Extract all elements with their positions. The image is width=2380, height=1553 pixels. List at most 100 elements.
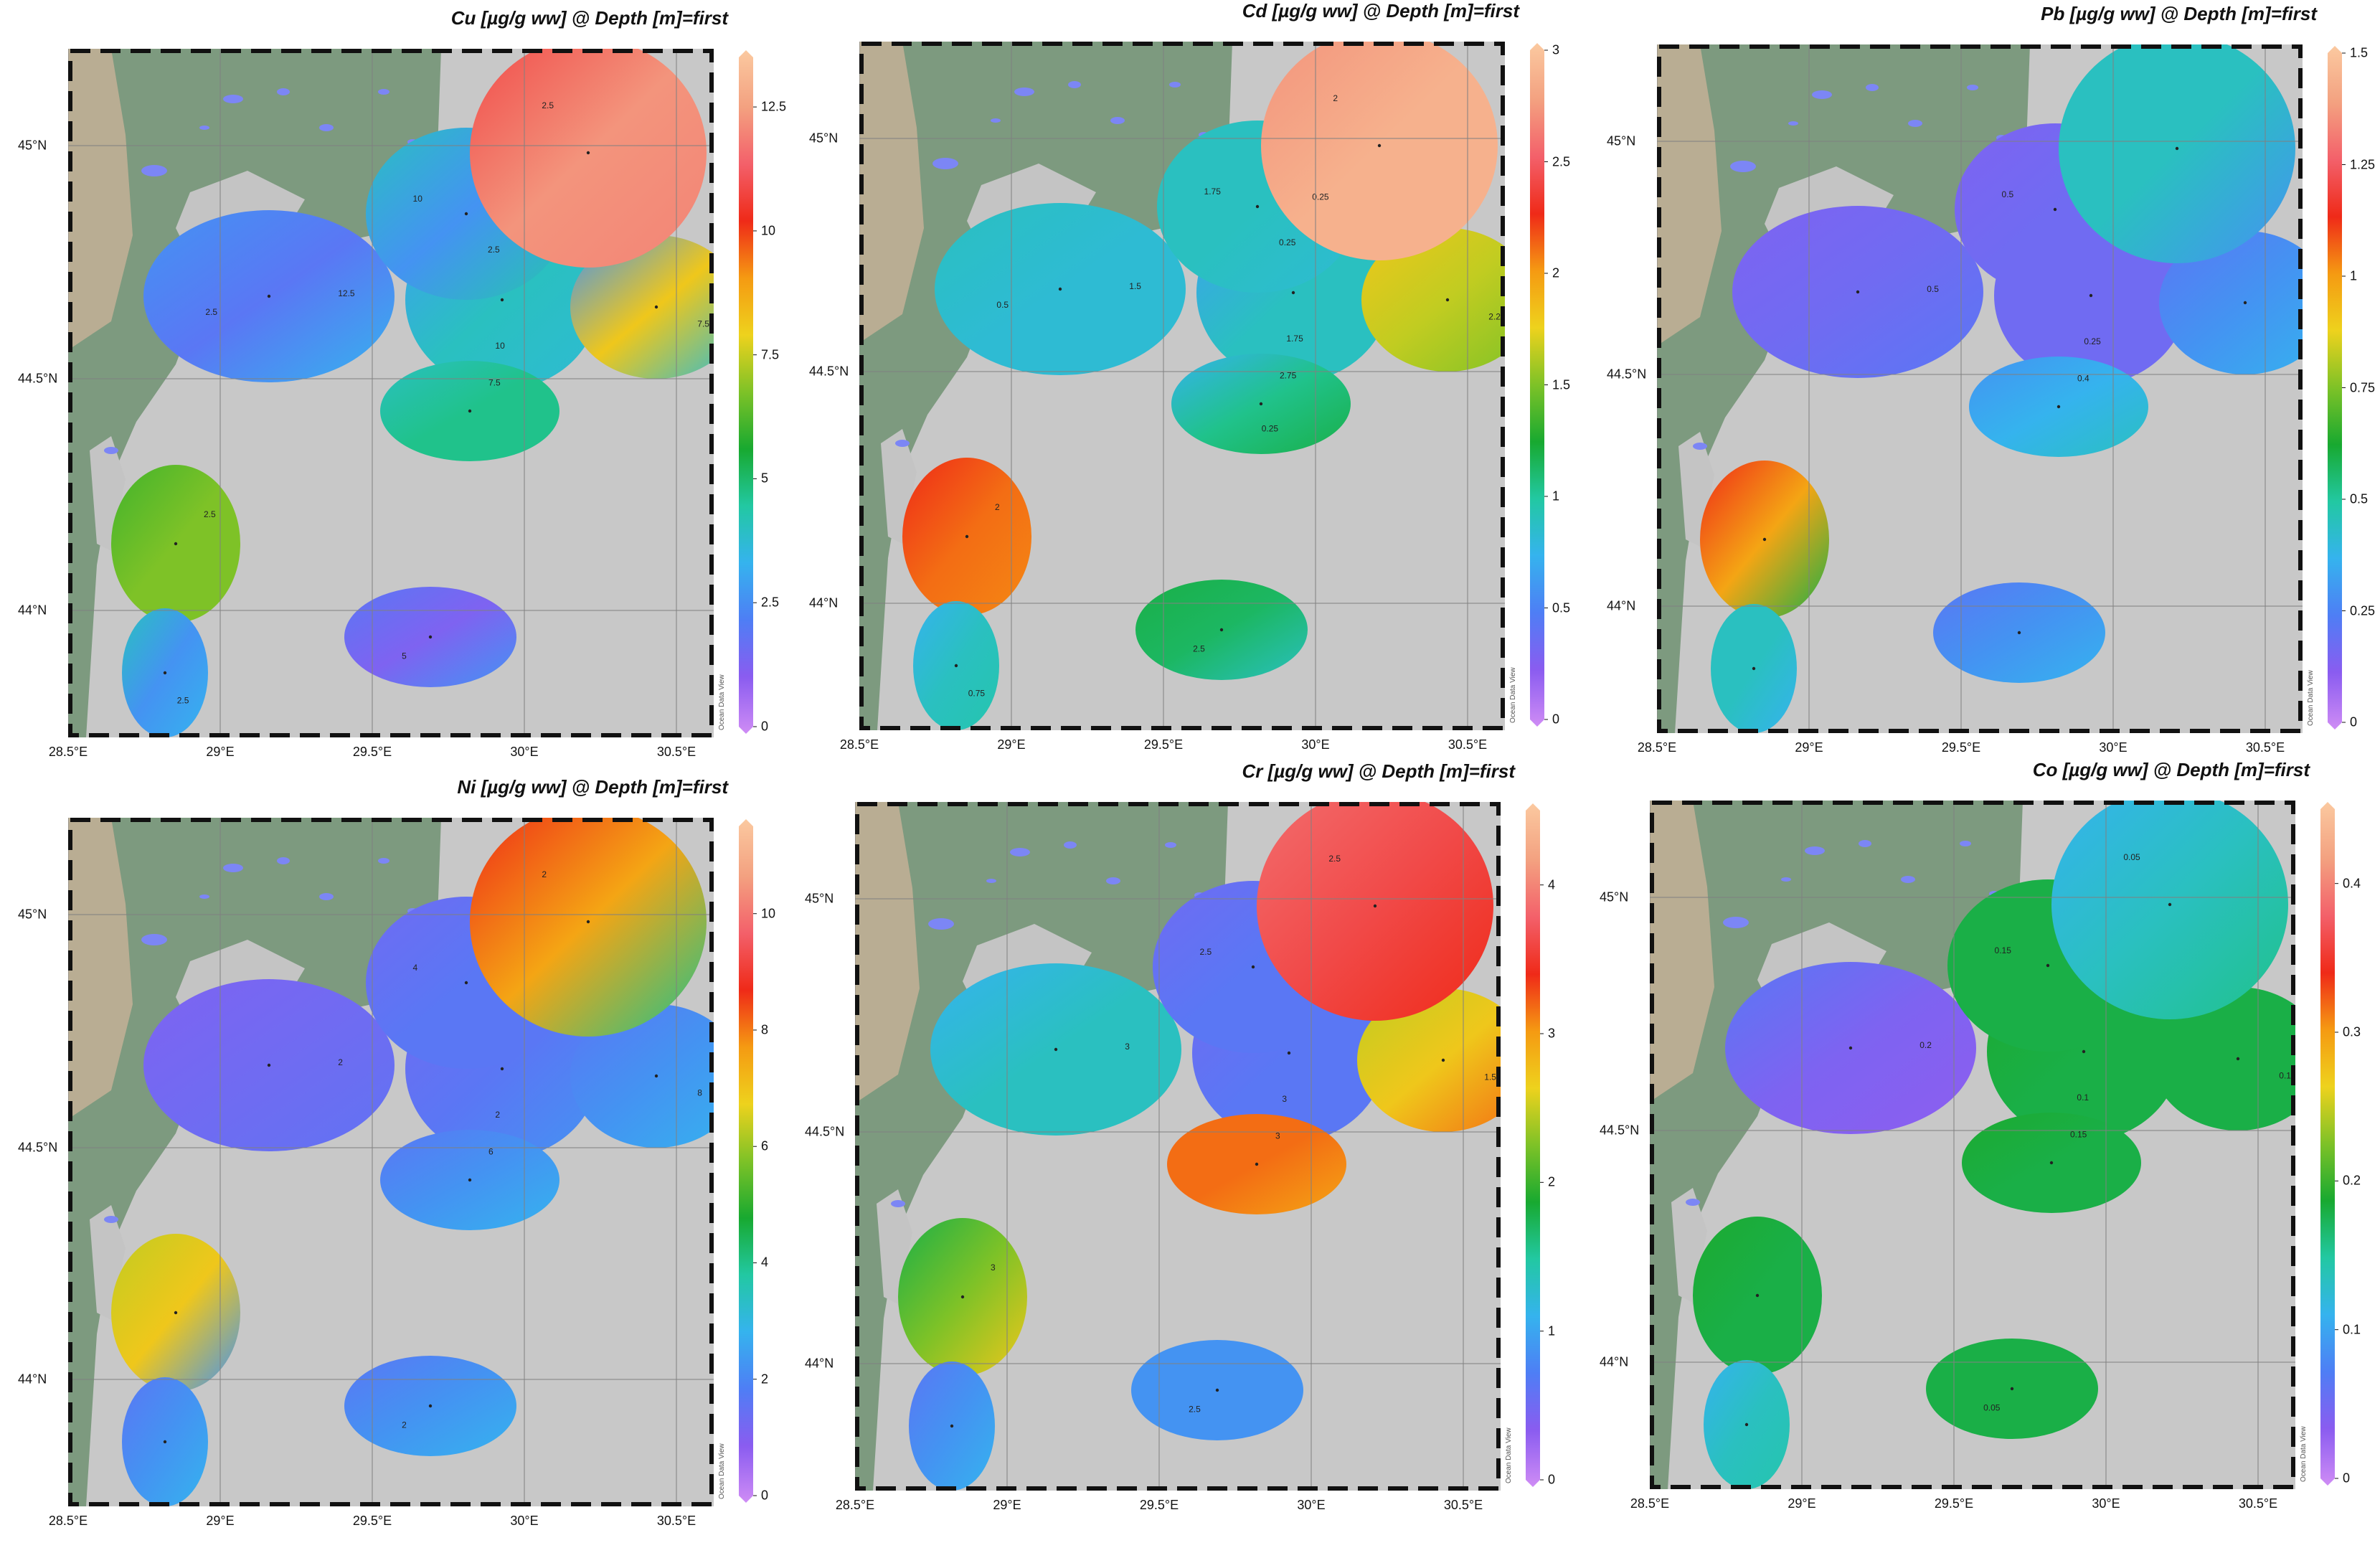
colorbar-gradient: [1530, 43, 1544, 727]
colorbar-tick-label: 2: [1552, 265, 1560, 280]
colorbar-tick-label: 0: [1548, 1472, 1556, 1487]
contour-label: 0.5: [2002, 189, 2014, 199]
lake-shape: [141, 165, 167, 176]
colorbar-tick-label: 2.5: [1552, 154, 1571, 169]
lake-shape: [932, 158, 958, 169]
concentration-field: [1361, 228, 1505, 372]
colorbar-tick-label: 1: [1548, 1323, 1556, 1339]
contour-label: 2: [338, 1057, 343, 1067]
longitude-label: 29.5°E: [1143, 737, 1184, 752]
latitude-label: 44°N: [1607, 598, 1636, 613]
panel-title: Co [µg/g ww] @ Depth [m]=first: [2032, 759, 2310, 780]
lake-shape: [199, 126, 209, 130]
lake-shape: [1110, 117, 1125, 124]
latitude-label: 45°N: [18, 907, 47, 922]
map-panel-co: Co [µg/g ww] @ Depth [m]=first 0.2 0.1 0.15…: [1600, 759, 2380, 1532]
colorbar: [1526, 803, 1544, 1487]
contour-label: 4: [413, 963, 418, 973]
land-area: [1650, 801, 2023, 1489]
longitude-label: 29°E: [1788, 1496, 1816, 1511]
lake-shape: [1686, 1199, 1700, 1206]
credit-text: Ocean Data View: [1505, 1427, 1513, 1483]
contour-label: 0.05: [1983, 1403, 2001, 1413]
contour-label: 2.5: [1200, 947, 1212, 957]
colorbar-tick-label: 3: [1552, 42, 1560, 57]
longitude-label: 30°E: [2099, 740, 2128, 755]
longitude-label: 28.5°E: [48, 1514, 88, 1528]
station-marker: [960, 1295, 965, 1299]
station-marker: [1445, 298, 1450, 302]
colorbar-tick-label: 1.5: [1552, 377, 1571, 392]
lake-shape: [1169, 82, 1181, 88]
station-marker: [1744, 1422, 1749, 1427]
station-marker: [1255, 1162, 1259, 1166]
lake-shape: [319, 124, 334, 131]
station-marker: [586, 151, 590, 155]
contour-label: 0.15: [1995, 945, 2012, 955]
station-marker: [2082, 1049, 2086, 1054]
contour-label: 2.5: [204, 509, 216, 519]
latitude-label: 45°N: [805, 891, 834, 906]
lake-shape: [991, 118, 1001, 123]
longitude-label: 30°E: [510, 1514, 539, 1528]
station-marker: [2236, 1057, 2240, 1061]
map-frame: [1650, 801, 2295, 1489]
contour-label: 5: [402, 651, 407, 661]
highland-area: [1657, 44, 1722, 346]
colorbar-tick-label: 10: [761, 223, 776, 238]
station-marker: [428, 635, 433, 639]
longitude-label: 30.5°E: [1448, 737, 1488, 752]
station-marker: [500, 298, 504, 302]
map-panel-cu: Cu [µg/g ww] @ Depth [m]=first 12.5 10 10 7.…: [18, 7, 821, 780]
contour-label: 2.5: [205, 307, 217, 317]
station-marker: [468, 1178, 472, 1182]
contour-label: 0.4: [2077, 373, 2089, 383]
contour-label: 12.5: [338, 288, 355, 298]
contour-label: 3: [1125, 1042, 1130, 1052]
contour-label: 0.75: [968, 689, 986, 699]
lake-shape: [199, 894, 209, 899]
latitude-label: 45°N: [809, 131, 839, 146]
contour-label: 0.25: [1312, 192, 1329, 202]
lake-shape: [891, 1200, 905, 1207]
lake-shape: [378, 858, 389, 864]
map-plot: 3 3 2.5 3 1.5 2.5 2.5 3: [855, 802, 1501, 1491]
longitude-label: 30°E: [1297, 1498, 1326, 1512]
contour-label: 1.75: [1286, 334, 1303, 344]
concentration-field: [1257, 802, 1493, 1021]
colorbar-tick-label: 0: [1552, 712, 1560, 727]
station-marker: [2089, 293, 2093, 298]
lake-shape: [1010, 848, 1030, 856]
contour-label: 0.5: [996, 300, 1009, 310]
longitude-label: 30°E: [2092, 1496, 2120, 1511]
lake-shape: [1960, 841, 1971, 846]
lake-shape: [223, 864, 243, 872]
station-marker: [654, 305, 658, 309]
colorbar-tick-label: 2: [1548, 1174, 1556, 1189]
longitude-label: 29°E: [206, 1514, 235, 1528]
station-marker: [1848, 1046, 1853, 1050]
contour-label: 2.5: [488, 245, 500, 255]
station-marker: [174, 542, 178, 546]
contour-label: 8: [697, 1087, 702, 1098]
latitude-label: 44.5°N: [18, 1140, 58, 1155]
map-frame: [1657, 44, 2303, 733]
colorbar-gradient: [2320, 802, 2335, 1486]
station-marker: [1441, 1058, 1445, 1062]
map-frame: [68, 49, 714, 737]
colorbar: [2320, 802, 2338, 1486]
colorbar-tick-label: 4: [761, 1255, 769, 1270]
contour-label: 7.5: [697, 318, 709, 329]
longitude-label: 29°E: [1795, 740, 1823, 755]
contour-label: 0.25: [2084, 336, 2101, 346]
map-panel-ni: Ni [µg/g ww] @ Depth [m]=first 2 2 4 6 8 2 2 45°…: [18, 776, 821, 1549]
lake-shape: [1812, 90, 1832, 99]
contour-label: 0.05: [2123, 852, 2140, 862]
contour-label: 10: [495, 341, 505, 351]
station-marker: [954, 664, 958, 668]
station-marker: [2053, 207, 2057, 212]
longitude-label: 29.5°E: [1941, 740, 1981, 755]
concentration-field: [2059, 44, 2295, 263]
lake-shape: [895, 440, 910, 447]
land-area: [855, 802, 1228, 1491]
